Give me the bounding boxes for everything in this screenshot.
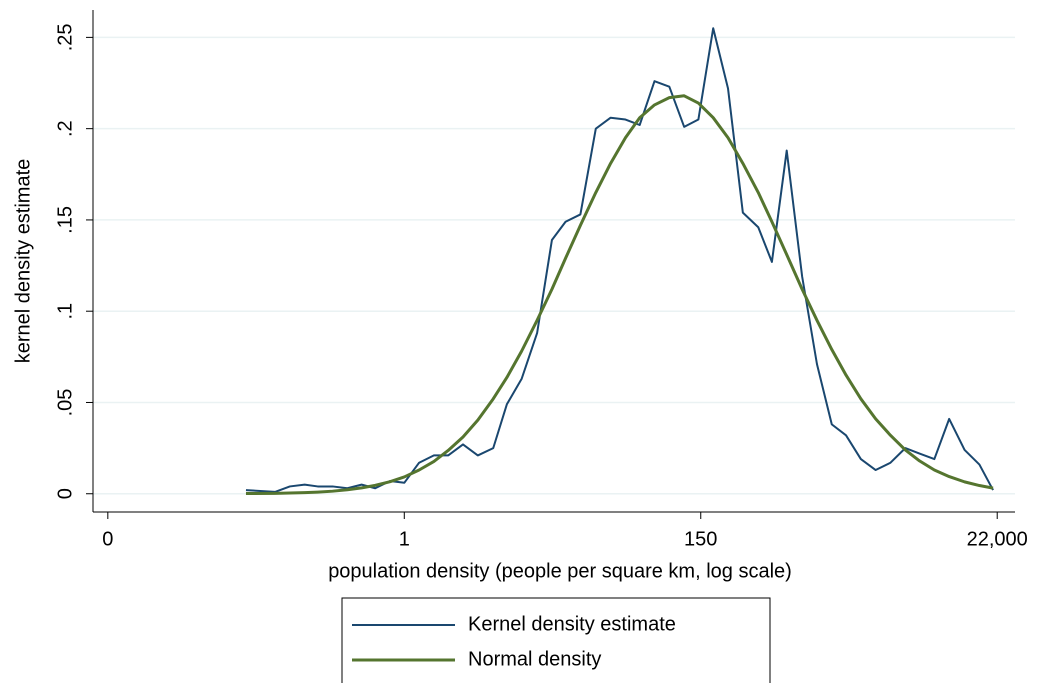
y-tick-label: 0 [54,488,76,499]
y-tick-label: .25 [54,23,76,51]
x-axis-label: population density (people per square km… [328,560,792,582]
y-axis-label: kernel density estimate [12,159,34,364]
y-tick-label: .15 [54,206,76,234]
y-tick-label: .05 [54,389,76,417]
x-tick-label: 150 [684,528,717,550]
x-tick-label: 0 [102,528,113,550]
legend-label: Normal density [468,648,601,670]
line-series [245,27,994,493]
legend-box [341,597,771,683]
legend-label: Kernel density estimate [468,613,676,635]
y-tick-label: .1 [54,303,76,320]
x-tick-label: 1 [399,528,410,550]
y-tick-label: .2 [54,120,76,137]
x-tick-label: 22,000 [967,528,1028,550]
line-series [245,94,994,496]
